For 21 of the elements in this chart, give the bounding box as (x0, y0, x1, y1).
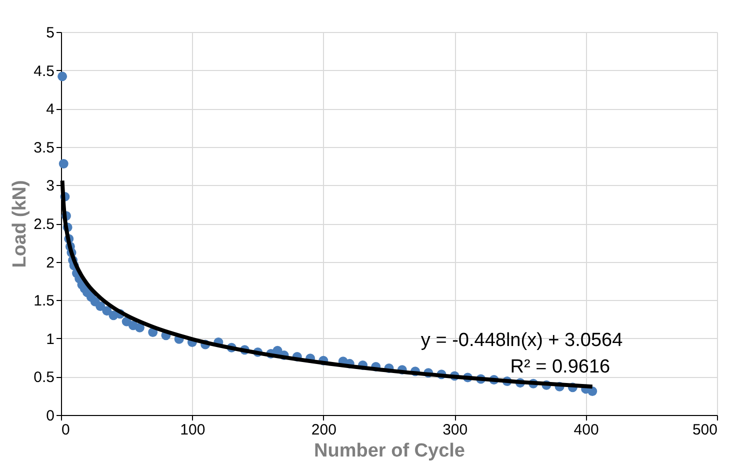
y-tick-label: 1.5 (34, 292, 54, 310)
y-tick-label: 3.5 (34, 139, 54, 156)
x-axis-title: Number of Cycle (314, 440, 465, 462)
y-tick-label: 2 (46, 254, 54, 272)
y-tick-label: 1 (46, 330, 54, 348)
y-tick-label: 4 (46, 101, 54, 118)
y-tick-label: 0.5 (34, 369, 54, 386)
x-tick-label: 200 (311, 422, 336, 438)
y-tick-label: 0 (46, 408, 54, 424)
y-tick-label: 3 (46, 178, 54, 195)
y-tick-label: 2.5 (34, 216, 54, 233)
y-tick-label: 4.5 (34, 62, 54, 80)
y-tick-label: 5 (46, 24, 54, 42)
x-tick-label: 100 (180, 422, 206, 438)
x-tick-label: 300 (442, 422, 468, 438)
x-tick-label: 0 (62, 422, 70, 438)
y-axis-title: Load (kN) (10, 180, 31, 268)
annotation: R² = 0.9616 (510, 356, 610, 378)
x-tick-label: 500 (692, 422, 718, 438)
x-tick-label: 400 (574, 422, 599, 438)
annotation: y = -0.448ln(x) + 3.0564 (420, 330, 624, 351)
